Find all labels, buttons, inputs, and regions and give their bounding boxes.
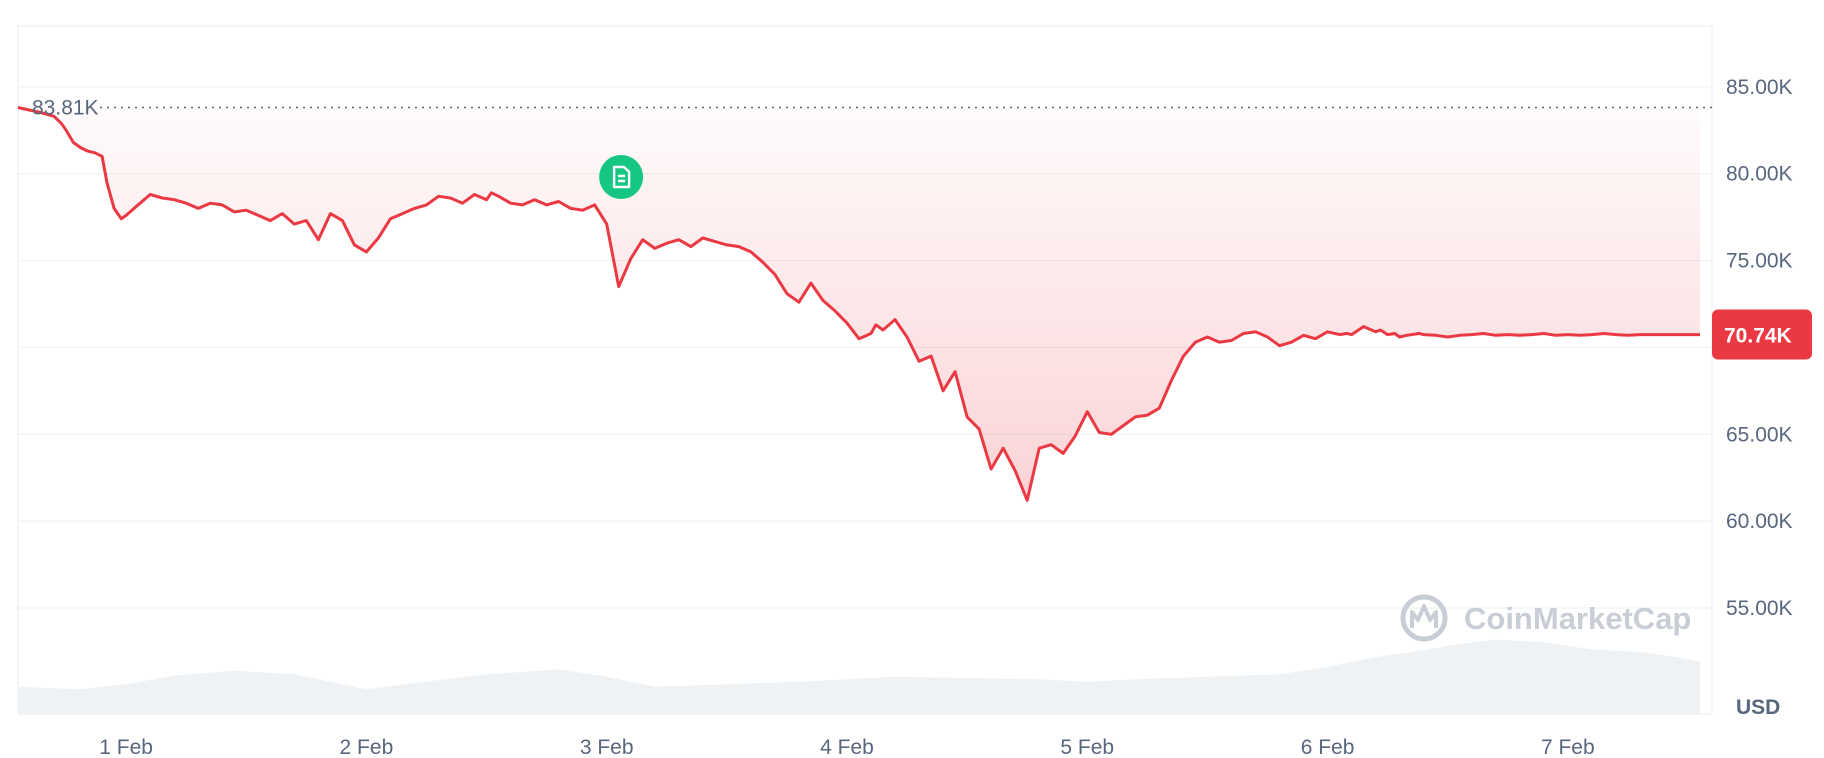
volume-area	[18, 639, 1700, 714]
x-axis-ticks: 1 Feb 2 Feb 3 Feb 4 Feb 5 Feb 6 Feb 7 Feb	[99, 736, 1594, 758]
price-area-fill	[18, 107, 1700, 501]
y-tick-label: 85.00K	[1726, 76, 1793, 99]
currency-label: USD	[1736, 696, 1780, 719]
current-price-tag: 70.74K	[1712, 309, 1812, 360]
coinmarketcap-watermark: CoinMarketCap	[1400, 594, 1691, 642]
x-tick-label: 4 Feb	[820, 736, 874, 758]
y-tick-label: 60.00K	[1726, 510, 1793, 533]
price-area-path	[18, 107, 1700, 501]
current-price-label: 70.74K	[1724, 325, 1792, 348]
y-tick-label: 55.00K	[1726, 597, 1793, 620]
document-icon	[612, 165, 631, 189]
x-tick-label: 7 Feb	[1541, 736, 1595, 758]
watermark-text: CoinMarketCap	[1464, 601, 1691, 636]
volume-area-path	[18, 639, 1700, 714]
current-price-tag-bg	[1712, 309, 1812, 360]
y-tick-label: 75.00K	[1726, 250, 1793, 273]
x-tick-label: 5 Feb	[1060, 736, 1114, 758]
news-marker[interactable]	[599, 155, 644, 199]
x-tick-label: 6 Feb	[1301, 736, 1355, 758]
x-tick-label: 3 Feb	[580, 736, 634, 758]
start-reference-label: 83.81K	[32, 96, 99, 119]
coinmarketcap-logo-icon	[1400, 594, 1448, 642]
y-tick-label: 65.00K	[1726, 423, 1793, 446]
price-line-path[interactable]	[17, 106, 1700, 502]
x-tick-label: 2 Feb	[340, 736, 394, 758]
price-series-line[interactable]	[17, 106, 1700, 502]
y-axis-ticks: 85.00K80.00K75.00K70.00K65.00K60.00K55.0…	[1726, 76, 1793, 620]
x-tick-label: 1 Feb	[99, 736, 153, 758]
y-tick-label: 80.00K	[1726, 163, 1793, 186]
